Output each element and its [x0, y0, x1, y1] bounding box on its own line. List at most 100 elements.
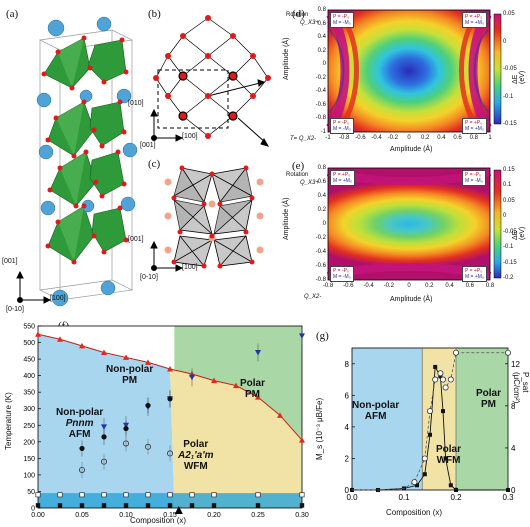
- chart-f-ytick-5: 250: [23, 423, 35, 430]
- chart-f-ytick-3: 150: [23, 456, 35, 463]
- chart-f-ytick-9: 450: [23, 357, 35, 364]
- g-region-npafm-line2: AFM: [364, 411, 387, 422]
- map-d-ymode: Rotation: [286, 12, 309, 18]
- map-e-ytick-0: 0.8: [317, 165, 326, 171]
- region-pwfm-line3: WFM: [183, 461, 208, 472]
- map-d-cbtick-4: -0.15: [503, 121, 517, 127]
- square-filled-9: [255, 503, 261, 508]
- open-point-1: [101, 458, 108, 465]
- chart-g-ytick-2: 4: [345, 423, 350, 432]
- map-d-ylabel: Amplitude (Å): [283, 37, 290, 80]
- chart-f-ytick-11: 550: [23, 324, 35, 331]
- map-e-xtick-6: 0.4: [445, 283, 454, 289]
- chart-f-ytick-8: 400: [23, 373, 35, 380]
- map-e-xtick-4: 0: [407, 283, 411, 289]
- map-d-xtick-1: -0.8: [339, 135, 350, 141]
- map-e-corner-0: P = +P₀ M = +M₀: [330, 170, 356, 186]
- g-region-pwfm: Polar WFM: [436, 444, 461, 466]
- oxygen-atoms: [41, 35, 129, 265]
- g-region-ppm-fill: [456, 348, 508, 490]
- g-region-ppm: Polar PM: [476, 388, 501, 410]
- chart-f-xtick-4: 0.20: [207, 512, 221, 519]
- psat-point-5: [427, 408, 434, 415]
- chart-g-xlabel: Composition (x): [386, 508, 443, 517]
- panel-label-b: (b): [148, 8, 161, 20]
- axis-label-100-b: [100]: [182, 133, 198, 140]
- square-filled-0: [35, 503, 41, 508]
- square-open-5: [145, 492, 151, 498]
- map-e-corner-2-m: M = -M₀: [333, 274, 351, 280]
- axis-label-001-c: [001]: [128, 236, 144, 243]
- tc-point-3: [101, 349, 107, 355]
- map-d-cbtick-0: 0.05: [503, 11, 515, 17]
- square-open-8: [211, 492, 217, 498]
- square-filled-7: [189, 503, 195, 508]
- map-d-xtick-6: 0.2: [421, 135, 430, 141]
- ms-point-9: [443, 456, 448, 461]
- map-d-xtick-0: -1: [325, 135, 331, 141]
- chart-f-ytick-2: 100: [23, 472, 35, 479]
- map-d-ytick-4: 0: [322, 61, 326, 68]
- map-e-ytick-4: 0: [322, 221, 326, 227]
- map-d-xtick-9: 0.8: [469, 135, 478, 141]
- map-d-yticks: 0.8 0.6 0.4 0.2 0 -0.2 -0.4 -0.6 -0.8 -1: [306, 7, 326, 135]
- map-e-ytick-1: 0.6: [317, 179, 326, 185]
- map-d-cbtick-3: -0.1: [503, 93, 514, 100]
- psat-point-10: [447, 376, 454, 383]
- map-d-ytick-5: -0.2: [315, 74, 326, 81]
- ms-point-8: [441, 409, 445, 414]
- map-d-ytick-1: 0.6: [317, 20, 326, 27]
- map-d-cbtick-1: 0: [503, 38, 507, 45]
- map-d-corner-0-p: P = -P₀: [333, 14, 350, 20]
- square-filled-5: [145, 503, 151, 508]
- map-e-cbtick-1: 0.1: [503, 182, 512, 189]
- square-open-2: [79, 492, 85, 498]
- map-e-cbtick-6: -0.15: [503, 259, 517, 266]
- map-e-cbtick-7: -0.2: [503, 275, 514, 281]
- panel-label-e: (e): [292, 160, 305, 172]
- map-e-ytick-2: 0.4: [317, 193, 326, 199]
- psat-point-3: [411, 479, 418, 486]
- region-ppm-line1: Polar: [240, 378, 266, 389]
- tc-point-1: [57, 336, 63, 342]
- open-point-2: [123, 440, 130, 447]
- g-region-pwfm-line1: Polar: [436, 444, 462, 455]
- psat-point-4: [421, 455, 428, 462]
- square-open-1: [57, 492, 63, 498]
- black-point-0: [79, 445, 85, 452]
- map-e-colorbar-ticks: 0.15 0.1 0.05 0 -0.05 -0.1 -0.15 -0.2: [503, 167, 527, 281]
- square-open-10: [299, 492, 305, 498]
- tc-point-4: [123, 354, 129, 360]
- map-d-xticks: -1 -0.8 -0.6 -0.4 -0.2 0 0.2 0.4 0.6 0.8 1: [325, 135, 491, 144]
- chart-f-xlabel: Composition (x): [130, 516, 187, 525]
- map-e-cbtick-5: -0.1: [503, 244, 514, 251]
- region-pwfm-line1: Polar: [183, 439, 209, 450]
- map-e-xlabel: Amplitude (Å): [390, 296, 433, 303]
- map-d-xtick-3: -0.4: [371, 135, 382, 141]
- region-npm-line2: PM: [122, 375, 138, 386]
- square-filled-8: [211, 503, 217, 508]
- square-filled-3: [101, 503, 107, 508]
- map-d-corner-3: P = +P₀ M = +M₀: [462, 118, 488, 134]
- square-filled-6: [167, 503, 173, 508]
- axis-label-001-b: [001]: [140, 142, 156, 149]
- map-e-corner-3-m: M = +M₀: [465, 274, 485, 280]
- map-e-ymode-sym: Q_X3+: [300, 180, 319, 186]
- chart-g-xtick-0: 0.0: [346, 493, 358, 502]
- square-filled-10: [299, 503, 305, 508]
- blue-point-6: [299, 333, 305, 339]
- map-d-ytick-2: 0.4: [317, 34, 326, 41]
- axis-label-010: [010]: [128, 100, 144, 107]
- psat-point-9: [442, 384, 449, 391]
- chart-g-frame: [351, 347, 509, 491]
- region-ppm-line2: PM: [245, 389, 260, 400]
- map-d-ytick-0: 0.8: [317, 7, 326, 13]
- g-region-npafm: Non-polar AFM: [352, 400, 399, 422]
- chart-f-xtick-5: 0.25: [251, 512, 265, 519]
- chart-f-ytick-7: 350: [23, 390, 35, 397]
- panel-label-c: (c): [148, 158, 161, 170]
- tc-point-0: [35, 331, 41, 337]
- map-e-cbtick-2: 0.05: [503, 197, 515, 204]
- map-e-corner-3-p: P = +P₀: [465, 268, 483, 274]
- tc-point-5: [145, 359, 151, 365]
